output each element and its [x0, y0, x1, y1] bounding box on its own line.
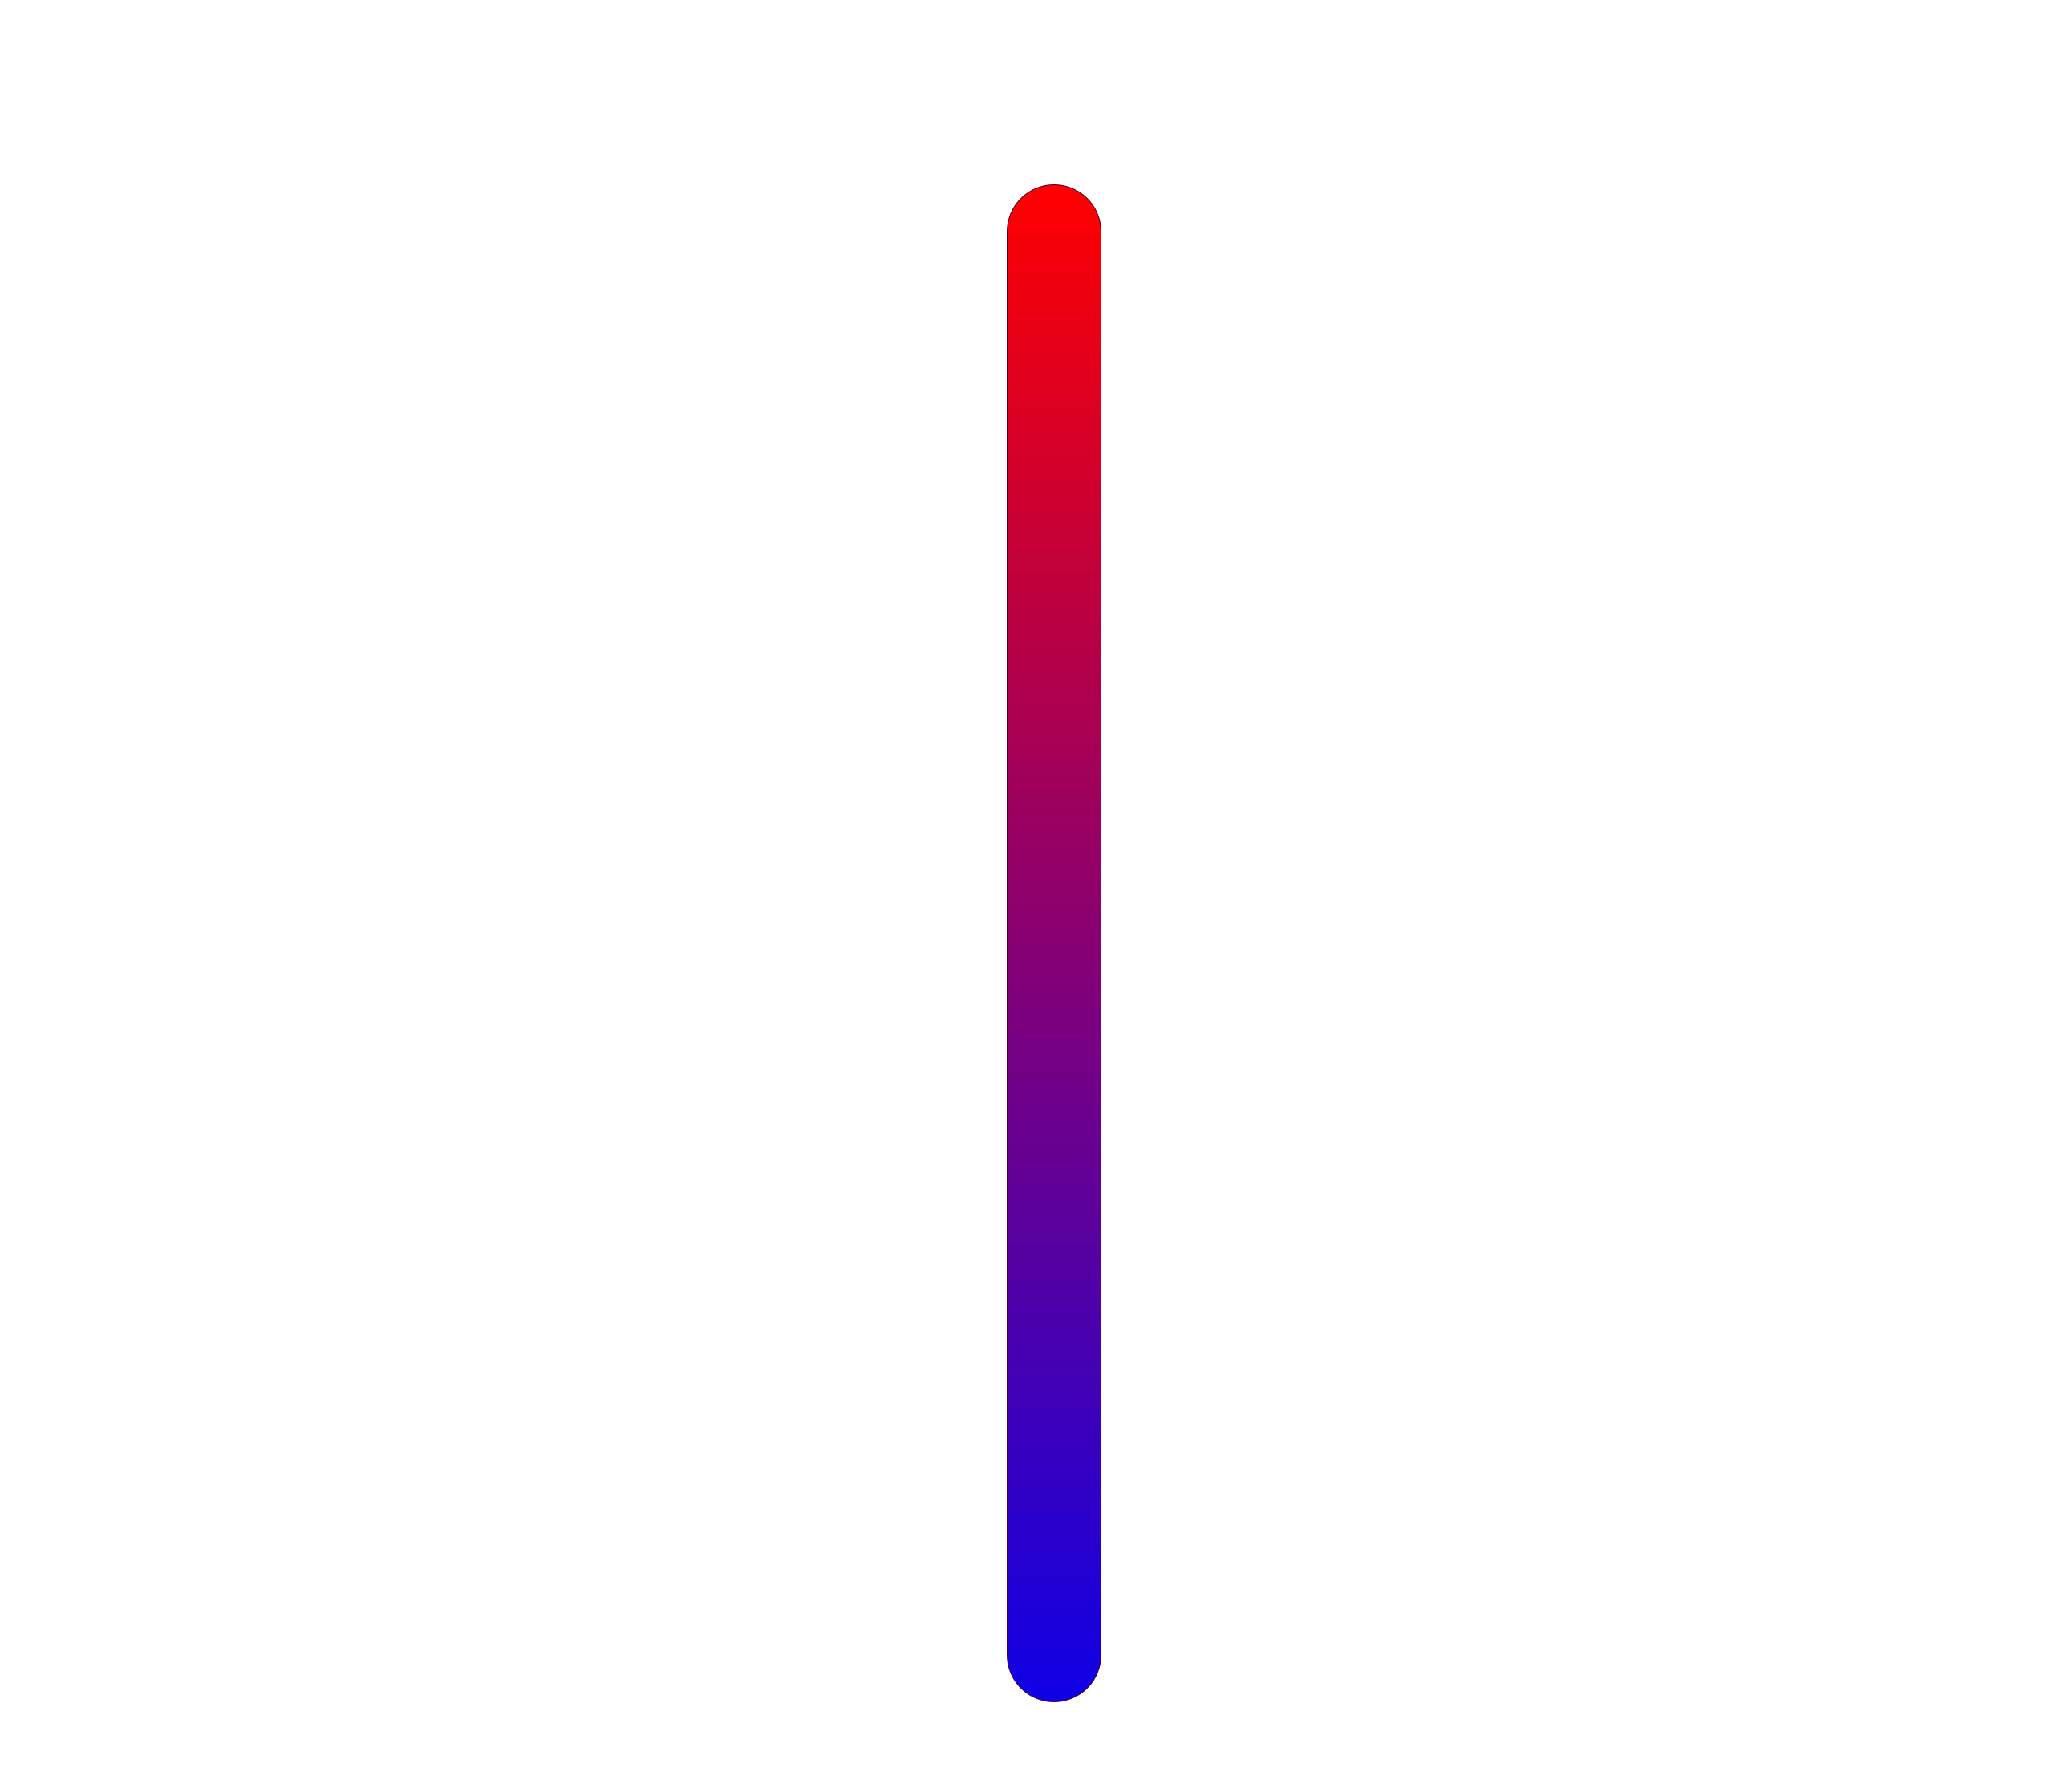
gradient-bar	[1007, 184, 1101, 1702]
